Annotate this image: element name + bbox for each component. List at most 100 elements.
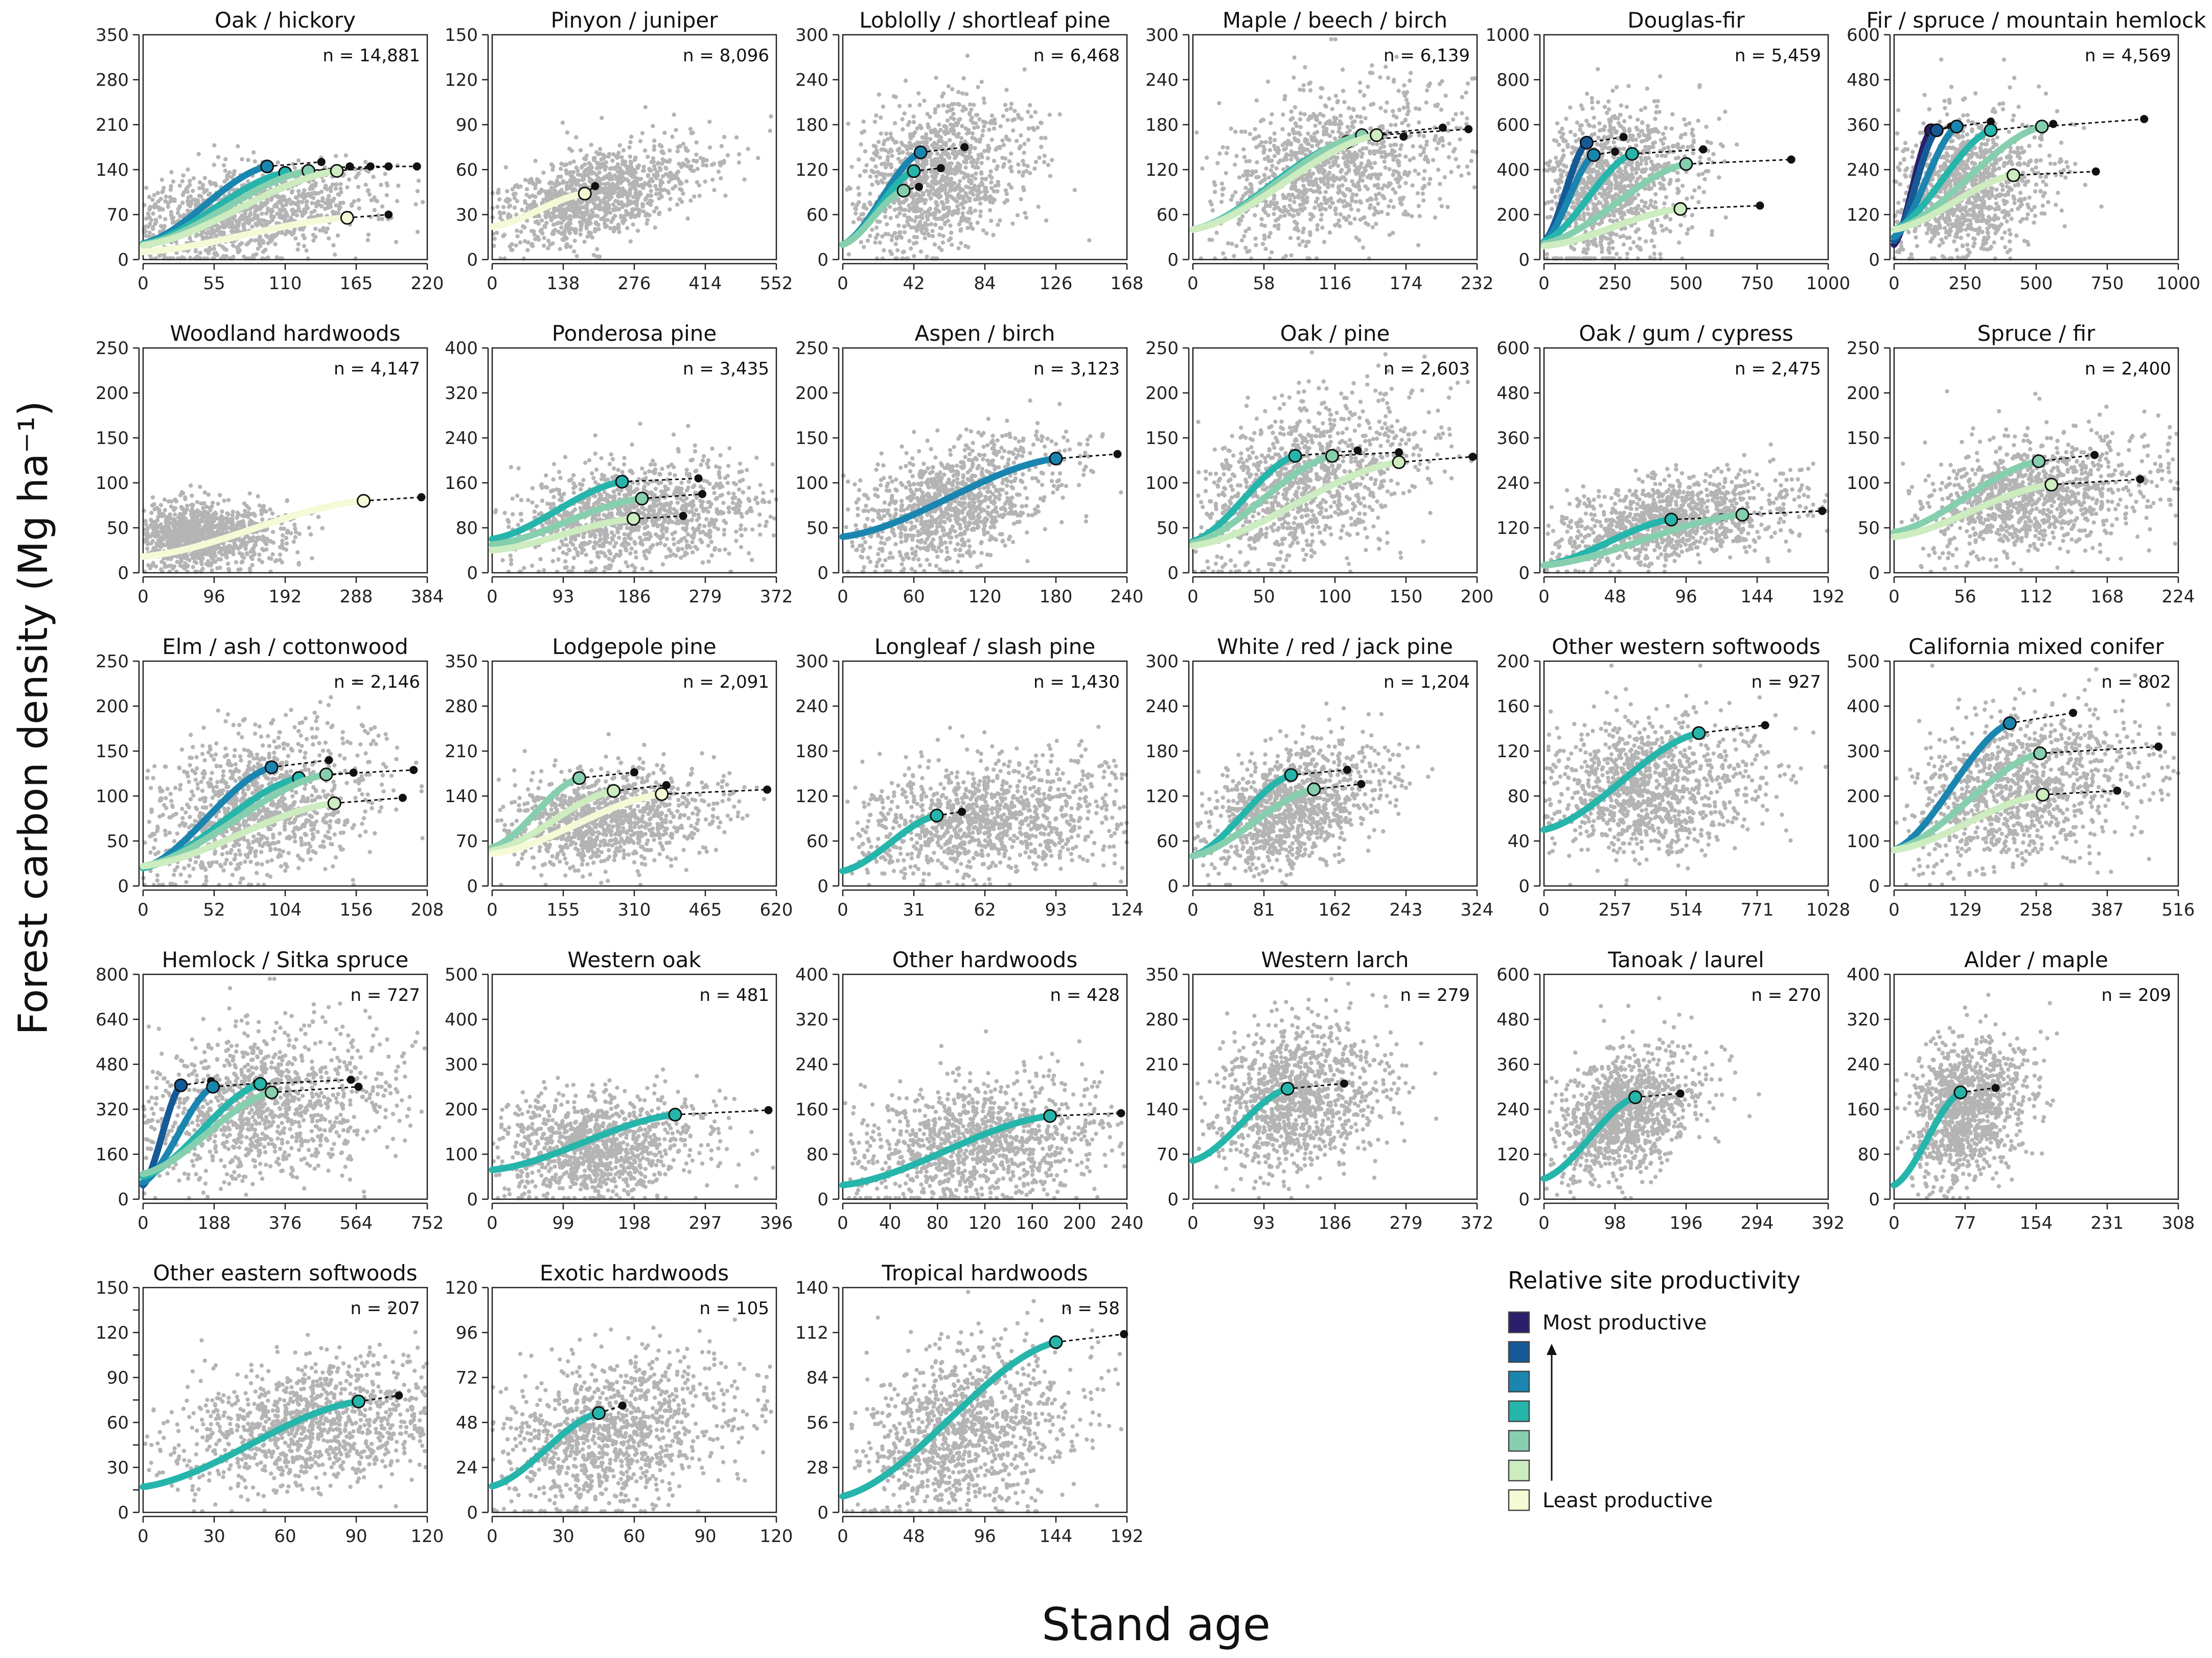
data-point (161, 189, 165, 193)
data-point (250, 225, 254, 229)
data-point (377, 217, 381, 221)
x-tick-label: 55 (203, 273, 225, 294)
data-point (151, 212, 155, 216)
y-tick-label: 70 (107, 205, 129, 225)
data-point (316, 202, 320, 206)
data-point (254, 252, 258, 256)
data-point (160, 178, 164, 182)
data-point (320, 199, 324, 203)
x-tick-label: 110 (269, 273, 302, 294)
data-point (300, 214, 304, 218)
data-point (326, 206, 330, 210)
data-point (301, 227, 305, 231)
data-point (313, 235, 317, 239)
data-point (231, 229, 235, 233)
data-point (266, 241, 270, 245)
data-point (191, 189, 195, 193)
data-point (350, 202, 354, 206)
data-point (178, 183, 182, 188)
data-point (188, 236, 192, 240)
data-point (281, 204, 285, 208)
data-point (178, 204, 182, 208)
data-point (144, 229, 148, 233)
data-point (289, 202, 293, 206)
data-point (385, 193, 389, 197)
data-point (158, 215, 162, 219)
data-point (202, 236, 206, 240)
data-point (385, 181, 389, 185)
data-point (150, 198, 154, 202)
data-point (305, 248, 309, 252)
data-point (163, 217, 167, 221)
data-point (357, 171, 361, 175)
data-point (296, 158, 301, 162)
data-point (327, 236, 331, 240)
data-point (257, 218, 261, 222)
max-point (384, 211, 393, 219)
data-point (210, 232, 214, 236)
data-point (231, 255, 235, 259)
data-point (293, 236, 297, 240)
data-point (289, 216, 293, 220)
data-point (266, 208, 270, 213)
y-axis-label: Forest carbon density (Mg ha⁻¹) (11, 401, 57, 1035)
data-point (329, 189, 333, 193)
data-point (212, 143, 216, 147)
data-point (313, 227, 317, 231)
data-point (363, 160, 367, 164)
data-point (366, 238, 370, 242)
data-point (296, 247, 300, 251)
data-point (324, 184, 328, 188)
data-point (344, 153, 348, 157)
data-point (244, 242, 248, 246)
data-point (303, 208, 307, 212)
data-point (169, 188, 173, 192)
data-point (297, 206, 301, 211)
data-point (192, 176, 196, 180)
data-point (202, 190, 206, 194)
data-point (275, 255, 279, 259)
data-point (152, 203, 156, 207)
data-point (280, 216, 284, 220)
data-point (338, 182, 342, 186)
data-point (236, 144, 240, 148)
data-point (371, 175, 375, 179)
x-tick-label: 165 (340, 273, 373, 294)
data-point (164, 195, 168, 199)
data-point (336, 233, 340, 238)
data-point (186, 168, 190, 172)
data-point (222, 247, 226, 251)
data-point (331, 243, 335, 247)
data-point (222, 163, 226, 167)
data-point (212, 247, 216, 251)
data-point (186, 196, 190, 200)
data-point (243, 215, 247, 219)
data-point (144, 217, 148, 221)
data-point (251, 150, 256, 154)
y-tick-label: 280 (96, 70, 129, 90)
data-point (181, 173, 186, 177)
data-point (396, 183, 400, 188)
max-point (413, 162, 421, 171)
data-point (394, 240, 398, 244)
data-point (254, 221, 258, 225)
curve-end-point (331, 165, 343, 177)
data-point (231, 217, 235, 221)
data-point (292, 201, 296, 205)
data-point (313, 192, 317, 196)
data-point (366, 189, 370, 193)
data-point (293, 166, 297, 170)
data-point (417, 179, 421, 183)
sample-size-label: n = 14,881 (322, 45, 420, 66)
data-point (336, 211, 340, 215)
data-point (187, 202, 191, 206)
data-point (366, 232, 371, 237)
data-point (156, 205, 160, 209)
data-point (242, 254, 246, 259)
data-point (345, 185, 349, 189)
data-point (263, 248, 267, 252)
figure: Forest carbon density (Mg ha⁻¹) Stand ag… (0, 0, 2212, 1658)
data-point (270, 208, 274, 212)
data-point (223, 157, 227, 161)
data-point (153, 222, 157, 226)
